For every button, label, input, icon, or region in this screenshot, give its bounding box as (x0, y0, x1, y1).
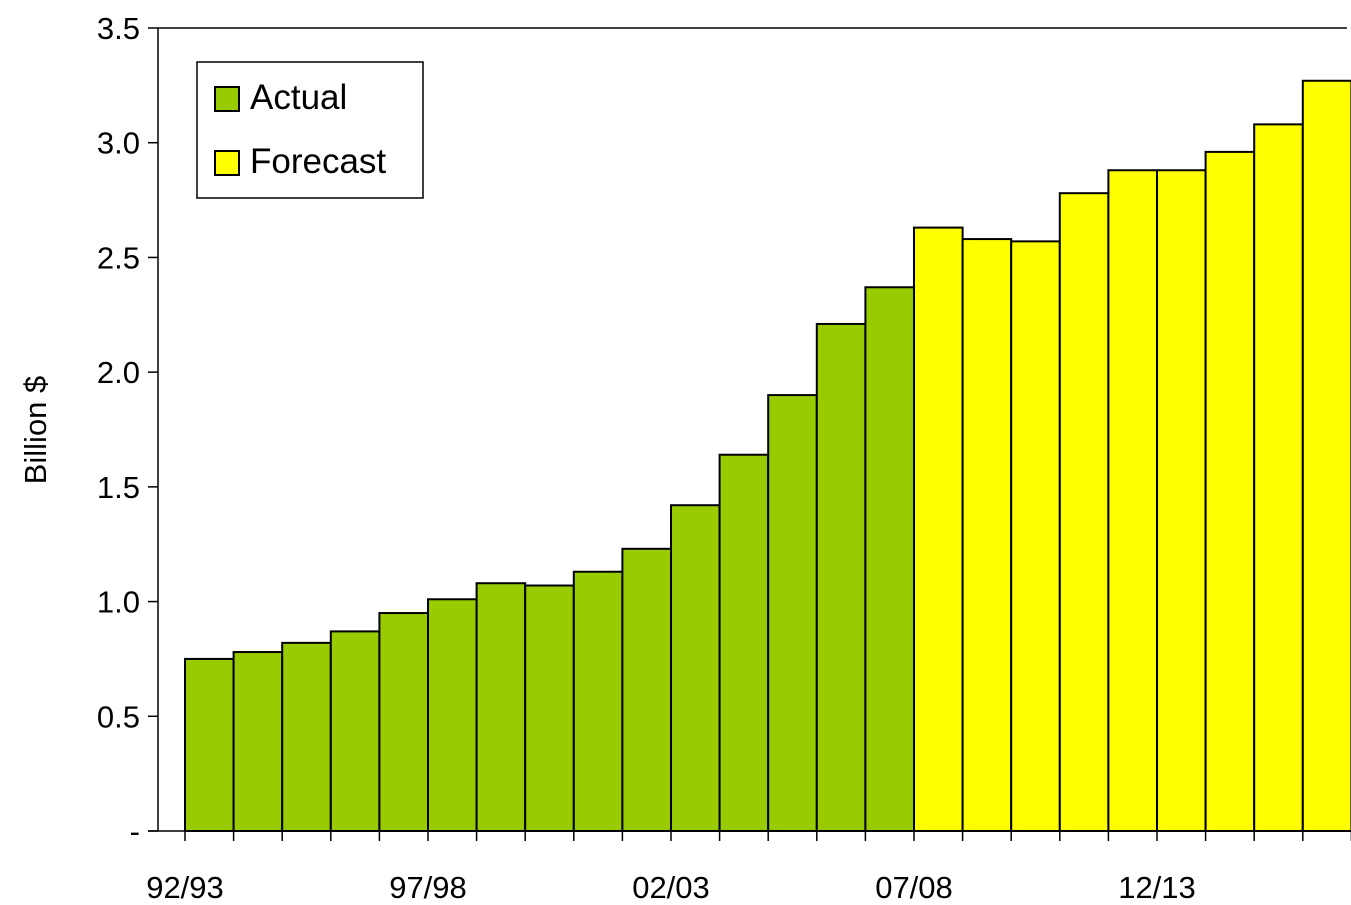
bar-actual-7 (524, 584, 575, 832)
legend-label-forecast: Forecast (250, 142, 386, 181)
y-tick-label: 2.0 (97, 355, 140, 390)
y-axis-title: Billion $ (18, 376, 53, 485)
axes-group (148, 27, 1347, 832)
y-tick-label: 3.0 (97, 126, 140, 161)
bar-actual-9 (621, 547, 673, 832)
bar-forecast-22 (1253, 123, 1304, 833)
bar-actual-8 (572, 570, 624, 832)
x-tick-label: 92/93 (146, 870, 224, 905)
bar-actual-2 (281, 641, 332, 833)
x-tick-label: 97/98 (389, 870, 467, 905)
bar-actual-11 (718, 453, 770, 832)
legend-swatch-actual (214, 86, 240, 112)
y-tick-label: 0.5 (97, 699, 140, 734)
y-tick-label: 1.0 (97, 585, 140, 620)
bar-forecast-15 (913, 226, 964, 833)
bar-forecast-18 (1058, 192, 1110, 832)
bar-forecast-20 (1156, 169, 1207, 832)
bar-actual-4 (378, 612, 429, 832)
legend-label-actual: Actual (250, 78, 347, 117)
x-tick-label: 12/13 (1118, 870, 1196, 905)
bar-actual-10 (670, 504, 721, 832)
bar-forecast-16 (961, 238, 1013, 832)
bar-actual-14 (864, 286, 916, 832)
y-tick-label: - (130, 814, 140, 849)
x-tick-label: 07/08 (875, 870, 953, 905)
bar-forecast-17 (1010, 240, 1061, 832)
bar-forecast-21 (1204, 150, 1256, 833)
bar-actual-12 (767, 394, 818, 832)
bar-actual-6 (475, 582, 527, 833)
bar-forecast-19 (1107, 169, 1159, 832)
legend-swatch-forecast (214, 150, 240, 176)
y-ticks-group: - 0.5 1.0 1.5 2.0 2.5 3.0 3.5 (97, 11, 158, 849)
bar-actual-3 (329, 630, 381, 833)
y-tick-label: 2.5 (97, 240, 140, 275)
x-ticks-group: 92/93 97/98 02/03 07/08 12/13 (146, 831, 1351, 905)
bar-forecast-23 (1301, 79, 1351, 833)
bar-actual-0 (184, 657, 235, 833)
bar-actual-13 (815, 322, 867, 832)
x-tick-label: 02/03 (632, 870, 710, 905)
legend: Actual Forecast (196, 61, 424, 199)
bar-actual-1 (232, 651, 284, 832)
y-tick-label: 3.5 (97, 11, 140, 46)
bars-group (184, 79, 1351, 833)
bar-actual-5 (427, 598, 478, 833)
y-tick-label: 1.5 (97, 470, 140, 505)
